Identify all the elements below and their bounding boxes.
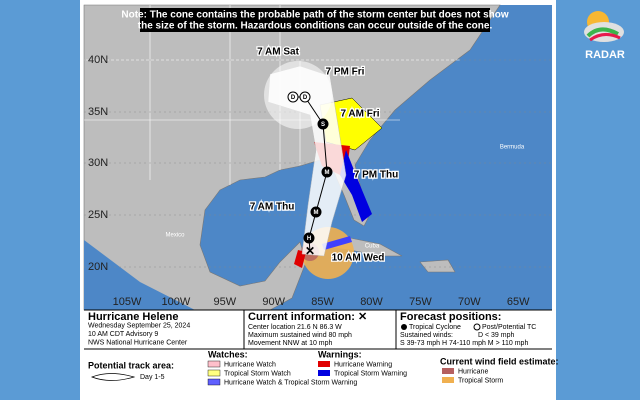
forecast-time-label: 7 PM Fri xyxy=(326,67,365,78)
longitude-label: 105W xyxy=(113,296,142,308)
place-label: Bermuda xyxy=(500,145,525,151)
wind-label: Hurricane xyxy=(458,368,488,375)
forecast-info: D < 39 mph xyxy=(478,332,514,339)
tropical-cyclone-icon xyxy=(401,324,407,330)
map-labels: 40N 35N 30N 25N 20N 105W 100W 95W 90W 85W 80W 75W 70… xyxy=(88,45,530,308)
longitude-label: 85W xyxy=(311,296,334,308)
current-info: Center location 21.6 N 86.3 W xyxy=(248,324,342,331)
forecast-info: Post/Potential TC xyxy=(482,324,536,331)
forecast-info: Sustained winds: xyxy=(400,332,453,339)
forecast-marker-letter: S xyxy=(321,122,325,128)
place-label: Cuba xyxy=(365,244,380,250)
longitude-label: 70W xyxy=(458,296,481,308)
longitude-label: 95W xyxy=(213,296,236,308)
pacific xyxy=(84,240,195,310)
wind-swatch xyxy=(442,377,454,383)
forecast-marker-letter: D xyxy=(291,95,296,101)
note-box xyxy=(140,8,490,32)
forecast-marker-letter: M xyxy=(314,210,319,216)
forecast-marker xyxy=(310,206,322,218)
watch-swatch xyxy=(207,378,221,386)
current-info: Maximum sustained wind 80 mph xyxy=(248,332,352,339)
hurricane-watch-warning-cuba xyxy=(322,236,352,250)
warning-label: Hurricane Warning xyxy=(334,361,392,368)
forecast-marker xyxy=(299,91,311,103)
wind-swatch xyxy=(442,368,454,374)
warning-label: Tropical Storm Warning xyxy=(334,370,407,377)
watch-swatch xyxy=(207,369,221,377)
forecast-marker xyxy=(321,166,333,178)
track-icon xyxy=(91,373,136,381)
latitude-label: 30N xyxy=(88,157,108,169)
forecast-title: Forecast positions: xyxy=(400,311,501,323)
tropical-storm-warning-coast xyxy=(340,150,372,222)
radar-logo: RADAR xyxy=(584,11,625,61)
warning-swatch xyxy=(318,370,330,376)
forecast-info: S 39-73 mph H 74-110 mph M > 110 mph xyxy=(400,340,528,347)
storm-info: Hurricane Helene xyxy=(88,311,178,323)
hispaniola xyxy=(419,259,456,273)
track-label: Day 1-5 xyxy=(140,374,165,381)
current-title: Current information: ✕ xyxy=(248,311,367,323)
longitude-label: 65W xyxy=(507,296,530,308)
forecast-markers: D D S M M H xyxy=(287,91,333,244)
warning-swatch xyxy=(318,361,330,367)
longitude-label: 100W xyxy=(162,296,191,308)
latitude-label: 35N xyxy=(88,106,108,118)
current-position: ✕ xyxy=(305,244,315,258)
watch-swatch xyxy=(207,360,221,368)
logo-text: RADAR xyxy=(585,49,625,61)
forecast-marker xyxy=(303,232,315,244)
forecast-marker xyxy=(317,118,329,130)
hurricane-warning-yucatan xyxy=(294,250,306,268)
forecast-marker-letter: M xyxy=(325,170,330,176)
storm-info: NWS National Hurricane Center xyxy=(88,339,188,346)
watch-label: Hurricane Watch & Tropical Storm Warning xyxy=(224,379,357,386)
forecast-info: Tropical Cyclone xyxy=(409,324,461,331)
watch-label: Tropical Storm Watch xyxy=(224,370,291,377)
watches-title: Watches: xyxy=(208,349,248,359)
forecast-time-label: 7 AM Fri xyxy=(340,109,379,120)
forecast-time-label: 7 AM Sat xyxy=(257,47,300,58)
watch-label: Hurricane Watch xyxy=(224,361,276,368)
longitude-label: 75W xyxy=(409,296,432,308)
forecast-marker-letter: D xyxy=(303,95,308,101)
storm-info: Wednesday September 25, 2024 xyxy=(88,322,190,329)
warnings-title: Warnings: xyxy=(318,349,362,359)
place-label: Mexico xyxy=(165,233,185,239)
wind-title: Current wind field estimate: xyxy=(440,356,559,366)
latitude-label: 20N xyxy=(88,261,108,273)
current-info: Movement NNW at 10 mph xyxy=(248,340,333,347)
storm-info: 10 AM CDT Advisory 9 xyxy=(88,331,158,338)
longitude-label: 90W xyxy=(262,296,285,308)
note-line: Note: The cone contains the probable pat… xyxy=(121,10,508,21)
longitude-label: 80W xyxy=(360,296,383,308)
forecast-marker-letter: H xyxy=(307,236,311,242)
wind-label: Tropical Storm xyxy=(458,377,503,384)
latitude-label: 40N xyxy=(88,54,108,66)
latitude-label: 25N xyxy=(88,209,108,221)
track-title: Potential track area: xyxy=(88,360,174,370)
post-tc-icon xyxy=(473,323,481,331)
forecast-marker xyxy=(287,91,299,103)
forecast-time-label: 7 AM Thu xyxy=(250,202,295,213)
forecast-time-label: 10 AM Wed xyxy=(332,253,385,264)
note-line: the size of the storm. Hazardous conditi… xyxy=(138,21,493,32)
forecast-time-label: 7 PM Thu xyxy=(354,170,398,181)
